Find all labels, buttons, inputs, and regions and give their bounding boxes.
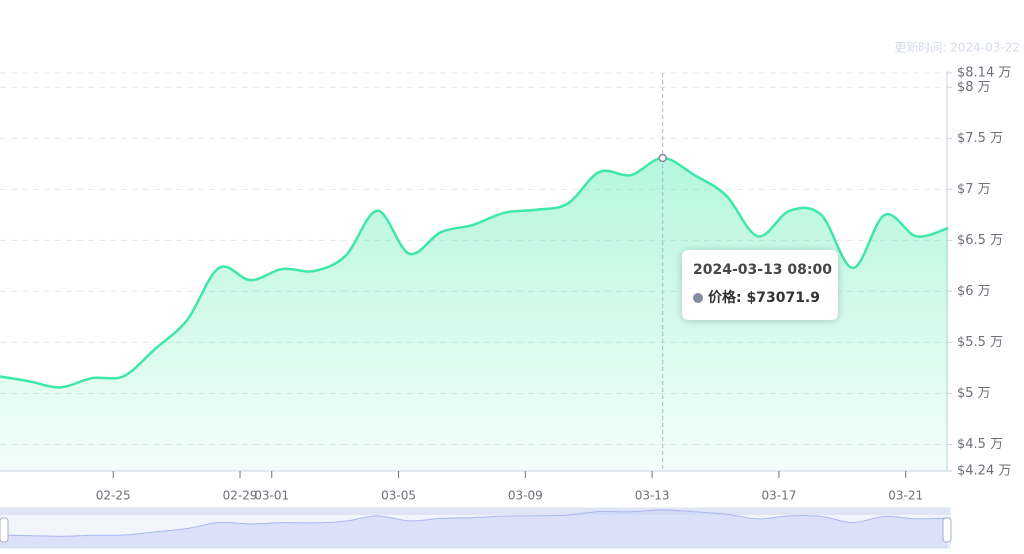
x-tick-label: 03-01 [254, 489, 289, 503]
tooltip-value: $73071.9 [746, 290, 820, 306]
y-tick-label: $5.5 万 [957, 335, 1003, 350]
tooltip-dot [693, 293, 703, 303]
update-note: 更新时间: 2024-03-22 [894, 40, 1020, 55]
area [0, 157, 948, 471]
line [0, 156, 949, 389]
y-tick-label: $8.14 万 [957, 66, 1011, 81]
x-tick-label: 03-09 [508, 489, 543, 503]
y-tick-label: $7 万 [957, 182, 991, 197]
x-tick-label: 03-13 [635, 489, 670, 503]
tooltip: 2024-03-13 08:00 价格: $73071.9 [682, 250, 838, 320]
y-tick-label: $4.5 万 [957, 437, 1003, 452]
navigator-area [0, 509, 948, 548]
navigator-handle [942, 517, 952, 543]
tooltip-title: 2024-03-13 08:00 [693, 262, 832, 278]
x-tick-label: 02-29 [223, 489, 258, 503]
y-tick-label: $7.5 万 [957, 131, 1003, 146]
y-tick-label: $6 万 [957, 284, 991, 299]
navigator-bar [0, 508, 950, 515]
x-tick-label: 03-17 [761, 489, 796, 503]
tooltip-row: 价格: $73071.9 [693, 287, 838, 307]
tooltip-label: 价格: [708, 290, 742, 306]
navigator-line [0, 509, 949, 537]
x-tick-label: 03-05 [381, 489, 416, 503]
x-tick-label: 03-21 [888, 489, 923, 503]
navigator-handle [0, 517, 9, 543]
y-tick-label: $8 万 [957, 80, 991, 95]
x-tick-label: 02-25 [96, 489, 131, 503]
y-tick-label: $6.5 万 [957, 233, 1003, 248]
y-tick-label: $4.24 万 [957, 464, 1011, 479]
y-tick-label: $5 万 [957, 386, 991, 401]
hover-point [658, 153, 667, 163]
